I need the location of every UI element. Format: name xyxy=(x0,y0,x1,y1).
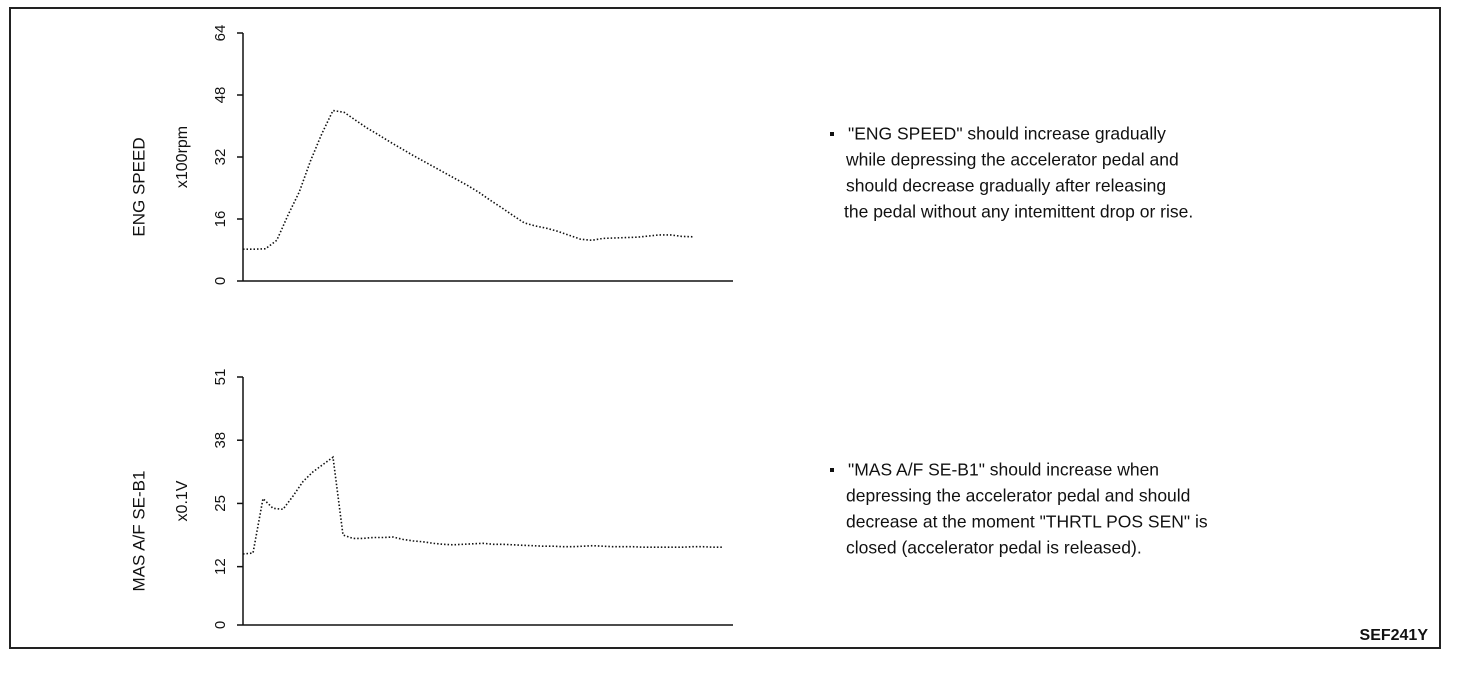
y-tick-label: 0 xyxy=(212,277,229,285)
y-unit: x100rpm xyxy=(174,126,191,188)
note-line: while depressing the accelerator pedal a… xyxy=(845,150,1179,170)
y-tick-label: 16 xyxy=(212,211,229,228)
y-tick-label: 0 xyxy=(212,621,229,629)
note-line: "MAS A/F SE-B1" should increase when xyxy=(848,460,1159,480)
y-axis-title: MAS A/F SE-B1 xyxy=(129,471,148,592)
note-line: decrease at the moment "THRTL POS SEN" i… xyxy=(846,512,1208,532)
data-line xyxy=(243,109,694,250)
note-line: depressing the accelerator pedal and sho… xyxy=(846,486,1190,506)
y-tick-label: 12 xyxy=(212,558,229,575)
y-tick-label: 32 xyxy=(212,149,229,166)
y-tick-label: 25 xyxy=(212,495,229,512)
frame xyxy=(9,7,1441,649)
y-tick-label: 51 xyxy=(212,369,229,386)
bullet xyxy=(830,468,834,472)
figure-id: SEF241Y xyxy=(1360,627,1429,644)
y-tick-label: 48 xyxy=(212,87,229,104)
note-line: "ENG SPEED" should increase gradually xyxy=(848,124,1166,144)
data-line xyxy=(242,455,723,555)
note-line: should decrease gradually after releasin… xyxy=(846,176,1166,196)
y-unit: x0.1V xyxy=(174,480,191,521)
note-line: closed (accelerator pedal is released). xyxy=(846,538,1142,558)
note-line: the pedal without any intemittent drop o… xyxy=(844,202,1193,222)
y-tick-label: 38 xyxy=(212,432,229,449)
y-axis-title: ENG SPEED xyxy=(129,137,148,236)
y-tick-label: 64 xyxy=(212,25,229,42)
bullet xyxy=(830,132,834,136)
